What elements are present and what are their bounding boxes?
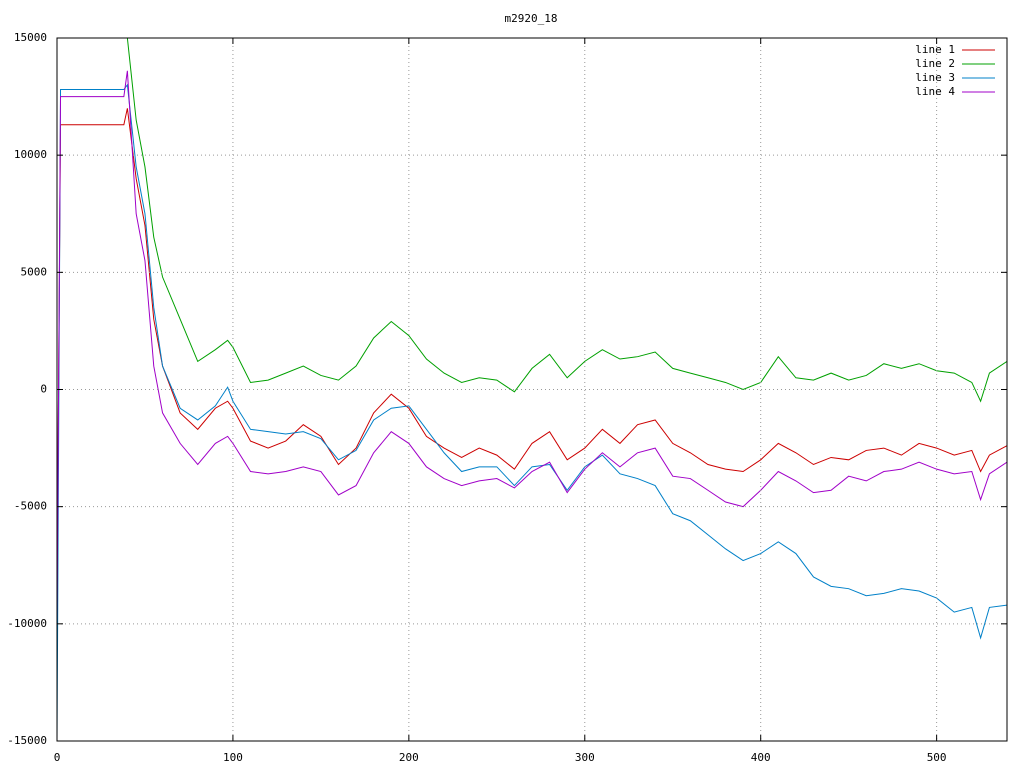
x-tick-label: 0 — [54, 751, 61, 764]
legend-label: line 4 — [915, 85, 955, 98]
chart-title: m2920_18 — [505, 12, 558, 25]
data-line — [57, 70, 1007, 624]
x-tick-label: 200 — [399, 751, 419, 764]
y-tick-label: 10000 — [14, 148, 47, 161]
y-tick-label: -5000 — [14, 500, 47, 513]
data-line — [57, 83, 1007, 741]
x-tick-label: 400 — [751, 751, 771, 764]
y-tick-label: 5000 — [21, 265, 48, 278]
x-tick-label: 300 — [575, 751, 595, 764]
y-tick-label: 15000 — [14, 31, 47, 44]
x-tick-label: 100 — [223, 751, 243, 764]
x-tick-label: 500 — [927, 751, 947, 764]
data-line — [57, 38, 1007, 403]
y-tick-label: -10000 — [7, 617, 47, 630]
plot-lines — [57, 38, 1007, 741]
data-line — [57, 108, 1007, 601]
y-tick-label: -15000 — [7, 734, 47, 747]
legend-label: line 2 — [915, 57, 955, 70]
legend-label: line 1 — [915, 43, 955, 56]
y-tick-label: 0 — [40, 383, 47, 396]
plot-frame — [56, 37, 1008, 742]
legend-label: line 3 — [915, 71, 955, 84]
